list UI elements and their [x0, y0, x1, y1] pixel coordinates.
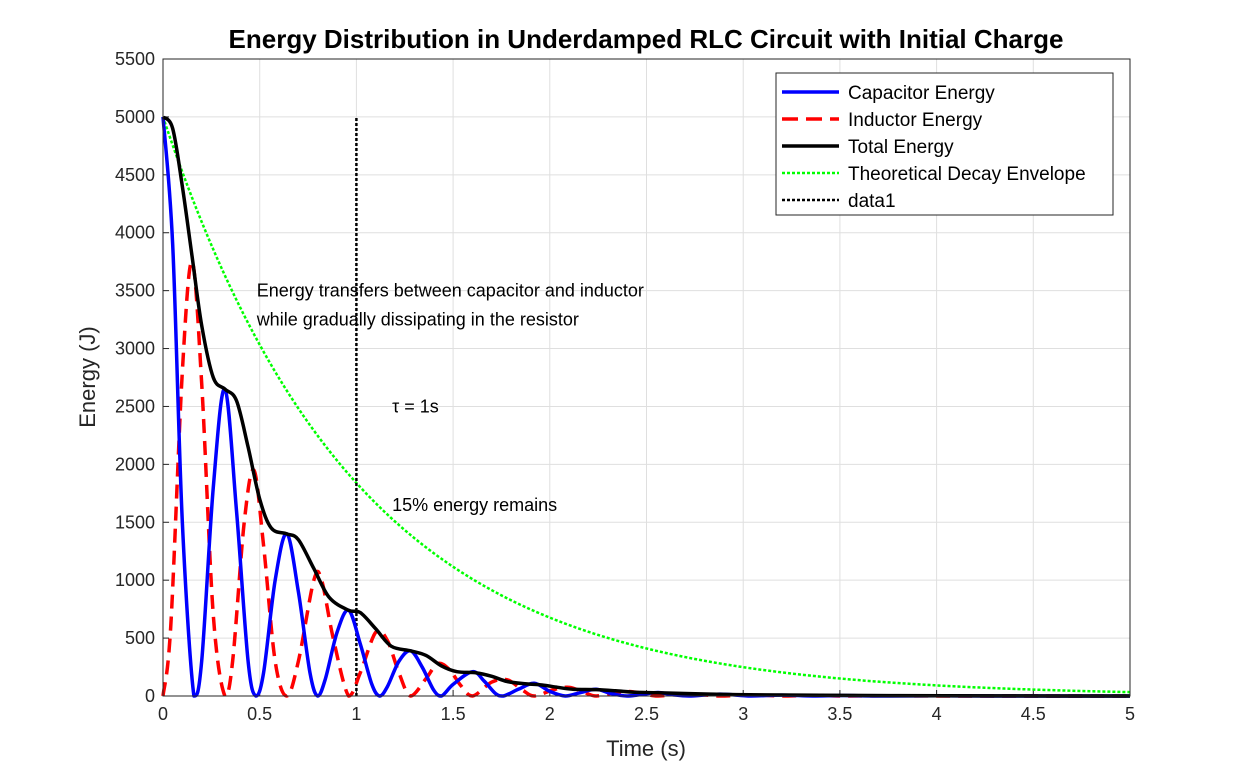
chart-title: Energy Distribution in Underdamped RLC C… — [229, 24, 1064, 54]
y-tick-label: 5000 — [115, 107, 155, 127]
x-tick-label: 1.5 — [441, 704, 466, 724]
y-tick-label: 1000 — [115, 570, 155, 590]
x-tick-label: 4 — [932, 704, 942, 724]
y-tick-label: 2000 — [115, 454, 155, 474]
y-tick-label: 1500 — [115, 512, 155, 532]
x-tick-label: 5 — [1125, 704, 1135, 724]
y-tick-label: 3500 — [115, 281, 155, 301]
x-tick-label: 2 — [545, 704, 555, 724]
x-tick-label: 3 — [738, 704, 748, 724]
y-tick-label: 3000 — [115, 339, 155, 359]
x-axis-label: Time (s) — [606, 736, 686, 761]
annotation-text: Energy transfers between capacitor and i… — [257, 281, 644, 301]
axis-ticks: 0 0.5 1 1.5 2 2.5 3 3.5 4 4.5 5 0 500 1000 1500 2000 250… — [115, 49, 1135, 724]
annotations: Energy transfers between capacitor and i… — [256, 281, 644, 515]
annotation-text: τ = 1s — [392, 396, 439, 416]
legend-label: Inductor Energy — [848, 110, 983, 131]
plot-frame — [162, 58, 1131, 697]
y-tick-label: 4500 — [115, 165, 155, 185]
y-tick-label: 5500 — [115, 49, 155, 69]
y-axis-label: Energy (J) — [75, 326, 100, 427]
y-tick-label: 4000 — [115, 223, 155, 243]
annotation-text: while gradually dissipating in the resis… — [256, 310, 579, 330]
decay-envelope-line — [161, 116, 1131, 694]
x-tick-label: 3.5 — [827, 704, 852, 724]
x-tick-label: 2.5 — [634, 704, 659, 724]
legend-label: Theoretical Decay Envelope — [848, 164, 1086, 185]
annotation-text: 15% energy remains — [392, 495, 557, 515]
y-tick-label: 500 — [125, 628, 155, 648]
y-tick-label: 0 — [145, 686, 155, 706]
y-tick-label: 2500 — [115, 396, 155, 416]
legend: Capacitor Energy Inductor Energy Total Ene… — [775, 72, 1114, 216]
x-tick-label: 0.5 — [247, 704, 272, 724]
total-energy-line — [161, 115, 1131, 698]
inductor-energy-line — [161, 259, 1130, 698]
x-tick-label: 4.5 — [1021, 704, 1046, 724]
legend-label: Total Energy — [848, 137, 954, 158]
x-tick-label: 0 — [158, 704, 168, 724]
x-tick-label: 1 — [351, 704, 361, 724]
legend-box — [775, 72, 1114, 216]
legend-label: Capacitor Energy — [848, 83, 995, 104]
legend-label: data1 — [848, 191, 896, 212]
